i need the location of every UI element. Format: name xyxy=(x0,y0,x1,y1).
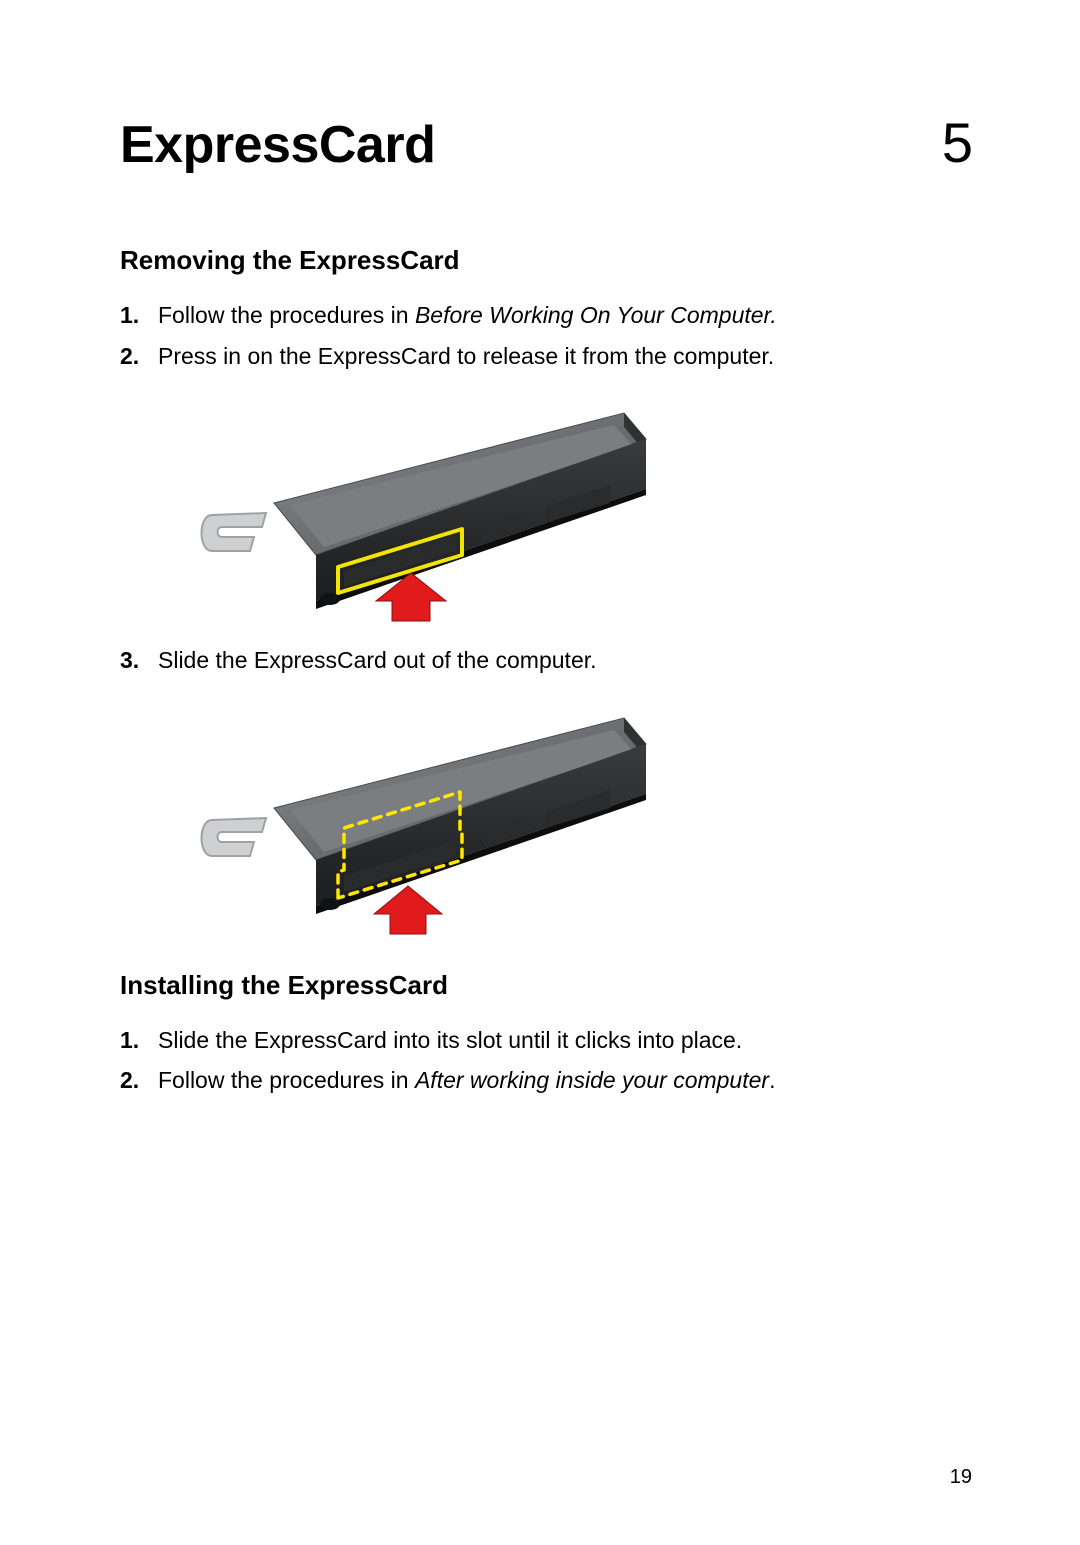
list-item: 2. Press in on the ExpressCard to releas… xyxy=(120,339,972,374)
step-text-pre: Slide the ExpressCard into its slot unti… xyxy=(158,1027,742,1053)
section-heading-install: Installing the ExpressCard xyxy=(120,970,972,1001)
step-text-em: After working inside your computer xyxy=(415,1067,769,1093)
step-number: 1. xyxy=(120,298,158,333)
section-heading-remove: Removing the ExpressCard xyxy=(120,245,972,276)
chapter-title: ExpressCard xyxy=(120,115,435,175)
step-text: Slide the ExpressCard out of the compute… xyxy=(158,643,597,678)
step-text: Slide the ExpressCard into its slot unti… xyxy=(158,1023,742,1058)
step-number: 2. xyxy=(120,339,158,374)
step-text-pre: Slide the ExpressCard out of the compute… xyxy=(158,647,597,673)
step-text-pre: Press in on the ExpressCard to release i… xyxy=(158,343,774,369)
document-page: ExpressCard 5 Removing the ExpressCard 1… xyxy=(0,0,1080,1545)
page-number: 19 xyxy=(950,1466,972,1489)
list-item: 1. Slide the ExpressCard into its slot u… xyxy=(120,1023,972,1058)
remove-steps-list: 1. Follow the procedures in Before Worki… xyxy=(120,298,972,373)
list-item: 2. Follow the procedures in After workin… xyxy=(120,1063,972,1098)
figure-remove-press xyxy=(194,395,972,625)
step-text: Follow the procedures in After working i… xyxy=(158,1063,775,1098)
install-steps-list: 1. Slide the ExpressCard into its slot u… xyxy=(120,1023,972,1098)
step-text-post: . xyxy=(769,1067,775,1093)
chapter-header: ExpressCard 5 xyxy=(120,110,972,175)
figure-remove-slide xyxy=(194,700,972,940)
chapter-number: 5 xyxy=(942,110,972,175)
step-number: 3. xyxy=(120,643,158,678)
step-text-pre: Follow the procedures in xyxy=(158,1067,415,1093)
laptop-press-illustration xyxy=(194,395,654,625)
list-item: 1. Follow the procedures in Before Worki… xyxy=(120,298,972,333)
list-item: 3. Slide the ExpressCard out of the comp… xyxy=(120,643,972,678)
laptop-slide-illustration xyxy=(194,700,654,940)
remove-steps-list-2: 3. Slide the ExpressCard out of the comp… xyxy=(120,643,972,678)
step-text-em: Before Working On Your Computer. xyxy=(415,302,777,328)
step-text: Press in on the ExpressCard to release i… xyxy=(158,339,774,374)
step-text-pre: Follow the procedures in xyxy=(158,302,415,328)
step-number: 2. xyxy=(120,1063,158,1098)
step-number: 1. xyxy=(120,1023,158,1058)
step-text: Follow the procedures in Before Working … xyxy=(158,298,777,333)
